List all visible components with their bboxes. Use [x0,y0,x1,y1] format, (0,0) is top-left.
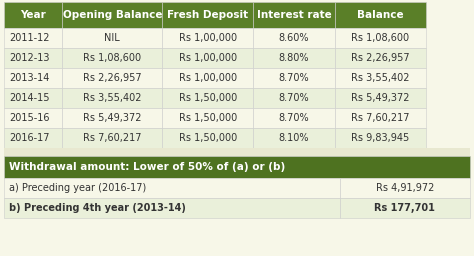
Bar [163,128,253,148]
Bar [62,28,163,48]
Bar [62,68,163,88]
Bar [335,48,426,68]
Bar [62,128,163,148]
Text: 8.70%: 8.70% [279,73,310,83]
Text: 2014-15: 2014-15 [9,93,49,103]
Text: Rs 1,00,000: Rs 1,00,000 [179,53,237,63]
Text: 8.60%: 8.60% [279,33,310,43]
Text: Interest rate: Interest rate [257,10,331,20]
Text: Rs 4,91,972: Rs 4,91,972 [375,183,434,193]
Bar [4,68,62,88]
Text: 2015-16: 2015-16 [9,113,49,123]
Text: Rs 1,08,600: Rs 1,08,600 [351,33,410,43]
Text: Opening Balance: Opening Balance [63,10,162,20]
Bar [4,108,62,128]
Text: Rs 9,83,945: Rs 9,83,945 [351,133,410,143]
Bar [163,48,253,68]
Bar [4,148,470,156]
Bar [335,68,426,88]
Bar [4,88,62,108]
Bar [253,48,335,68]
Text: 8.80%: 8.80% [279,53,310,63]
Bar [163,108,253,128]
Bar [163,68,253,88]
Text: Rs 3,55,402: Rs 3,55,402 [351,73,410,83]
Bar [4,28,62,48]
Text: Rs 1,50,000: Rs 1,50,000 [179,93,237,103]
Bar [163,2,253,28]
Text: Rs 1,50,000: Rs 1,50,000 [179,113,237,123]
Text: Balance: Balance [357,10,403,20]
Text: Withdrawal amount: Lower of 50% of (a) or (b): Withdrawal amount: Lower of 50% of (a) o… [9,162,285,172]
Text: Rs 1,00,000: Rs 1,00,000 [179,73,237,83]
Text: 8.70%: 8.70% [279,93,310,103]
Text: Rs 2,26,957: Rs 2,26,957 [351,53,410,63]
Bar [253,128,335,148]
Bar [253,68,335,88]
Bar [335,28,426,48]
Text: Rs 1,08,600: Rs 1,08,600 [83,53,141,63]
Bar [335,128,426,148]
Text: Rs 7,60,217: Rs 7,60,217 [351,113,410,123]
Bar [62,88,163,108]
Bar [253,2,335,28]
Text: 8.10%: 8.10% [279,133,310,143]
Text: 2016-17: 2016-17 [9,133,49,143]
Bar [4,156,470,178]
Bar [62,2,163,28]
Text: b) Preceding 4th year (2013-14): b) Preceding 4th year (2013-14) [9,203,186,213]
Bar [4,128,62,148]
Text: Rs 5,49,372: Rs 5,49,372 [351,93,410,103]
Text: Rs 177,701: Rs 177,701 [374,203,435,213]
Text: 8.70%: 8.70% [279,113,310,123]
Bar [339,178,470,198]
Bar [335,2,426,28]
Text: 2012-13: 2012-13 [9,53,49,63]
Bar [4,48,62,68]
Text: Rs 7,60,217: Rs 7,60,217 [83,133,142,143]
Bar [62,48,163,68]
Text: Rs 5,49,372: Rs 5,49,372 [83,113,142,123]
Text: 2011-12: 2011-12 [9,33,49,43]
Bar [335,88,426,108]
Text: Year: Year [20,10,46,20]
Text: a) Preceding year (2016-17): a) Preceding year (2016-17) [9,183,146,193]
Bar [163,28,253,48]
Text: Rs 2,26,957: Rs 2,26,957 [83,73,142,83]
Bar [4,178,339,198]
Bar [4,198,339,218]
Text: Rs 1,50,000: Rs 1,50,000 [179,133,237,143]
Text: NIL: NIL [104,33,120,43]
Bar [253,88,335,108]
Bar [62,108,163,128]
Bar [4,2,62,28]
Bar [335,108,426,128]
Bar [339,198,470,218]
Text: Rs 1,00,000: Rs 1,00,000 [179,33,237,43]
Bar [163,88,253,108]
Text: Fresh Deposit: Fresh Deposit [167,10,248,20]
Text: 2013-14: 2013-14 [9,73,49,83]
Bar [253,108,335,128]
Text: Rs 3,55,402: Rs 3,55,402 [83,93,142,103]
Bar [253,28,335,48]
